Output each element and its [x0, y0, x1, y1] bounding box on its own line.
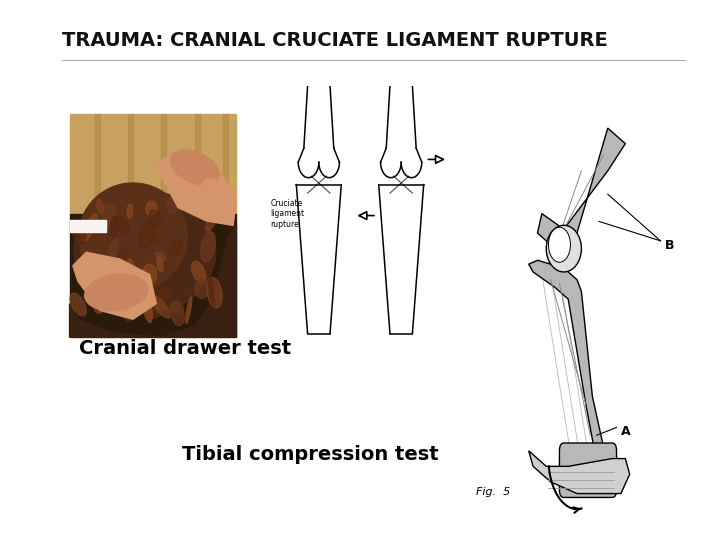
Ellipse shape — [78, 183, 187, 290]
Text: Fig.  5: Fig. 5 — [476, 488, 510, 497]
Ellipse shape — [171, 150, 219, 185]
Ellipse shape — [121, 267, 138, 291]
Ellipse shape — [150, 232, 158, 244]
Polygon shape — [537, 128, 625, 248]
Ellipse shape — [94, 298, 105, 313]
Ellipse shape — [72, 220, 86, 244]
Ellipse shape — [127, 287, 136, 299]
Polygon shape — [528, 451, 630, 494]
Text: Cruciate
ligament
rupture: Cruciate ligament rupture — [270, 199, 305, 228]
Ellipse shape — [102, 204, 116, 221]
Bar — [194, 114, 199, 214]
Ellipse shape — [207, 278, 222, 308]
Ellipse shape — [139, 219, 155, 249]
Ellipse shape — [135, 288, 150, 302]
Ellipse shape — [85, 274, 148, 310]
Bar — [94, 114, 99, 214]
Text: TRAUMA: CRANIAL CRUCIATE LIGAMENT RUPTURE: TRAUMA: CRANIAL CRUCIATE LIGAMENT RUPTUR… — [62, 30, 608, 50]
Ellipse shape — [119, 275, 129, 299]
Text: Cranial drawer test: Cranial drawer test — [79, 339, 291, 357]
Bar — [70, 220, 107, 232]
Ellipse shape — [118, 247, 128, 270]
Ellipse shape — [143, 295, 153, 322]
Ellipse shape — [156, 287, 172, 305]
Ellipse shape — [146, 201, 157, 215]
Bar — [128, 114, 133, 214]
Ellipse shape — [107, 239, 118, 268]
Ellipse shape — [99, 216, 113, 232]
Ellipse shape — [81, 214, 97, 241]
Text: Tibial compression test: Tibial compression test — [181, 446, 438, 464]
Bar — [223, 114, 228, 214]
Ellipse shape — [215, 200, 231, 218]
Text: A: A — [621, 425, 631, 438]
Ellipse shape — [96, 199, 104, 213]
Ellipse shape — [127, 265, 140, 284]
Ellipse shape — [127, 204, 132, 218]
Polygon shape — [70, 226, 236, 337]
Ellipse shape — [127, 259, 136, 278]
Ellipse shape — [111, 216, 117, 238]
Ellipse shape — [192, 261, 206, 284]
Ellipse shape — [171, 302, 184, 326]
Ellipse shape — [92, 282, 108, 301]
Ellipse shape — [169, 240, 182, 257]
Bar — [161, 114, 166, 214]
Ellipse shape — [113, 299, 122, 312]
Ellipse shape — [202, 179, 230, 205]
Ellipse shape — [182, 284, 188, 292]
Ellipse shape — [546, 225, 582, 272]
Text: B: B — [665, 239, 675, 252]
Ellipse shape — [110, 215, 130, 233]
Ellipse shape — [209, 277, 215, 307]
Bar — [70, 114, 236, 214]
Ellipse shape — [186, 297, 192, 323]
Ellipse shape — [122, 300, 133, 321]
Ellipse shape — [156, 252, 166, 261]
Polygon shape — [73, 252, 156, 319]
Ellipse shape — [206, 212, 218, 231]
Ellipse shape — [143, 264, 157, 284]
Ellipse shape — [93, 275, 104, 280]
Polygon shape — [528, 260, 608, 474]
Ellipse shape — [201, 232, 215, 262]
Ellipse shape — [168, 193, 179, 213]
Ellipse shape — [148, 302, 167, 318]
Ellipse shape — [126, 279, 145, 298]
Ellipse shape — [150, 210, 163, 226]
Ellipse shape — [70, 293, 86, 316]
Ellipse shape — [119, 303, 132, 318]
Polygon shape — [156, 154, 236, 226]
FancyBboxPatch shape — [559, 443, 616, 497]
Ellipse shape — [95, 267, 111, 275]
Ellipse shape — [207, 233, 215, 246]
Ellipse shape — [195, 278, 210, 298]
Ellipse shape — [73, 191, 215, 314]
Bar — [70, 214, 236, 337]
Ellipse shape — [157, 257, 163, 272]
Ellipse shape — [170, 301, 184, 313]
Ellipse shape — [151, 295, 170, 318]
Ellipse shape — [549, 227, 570, 262]
